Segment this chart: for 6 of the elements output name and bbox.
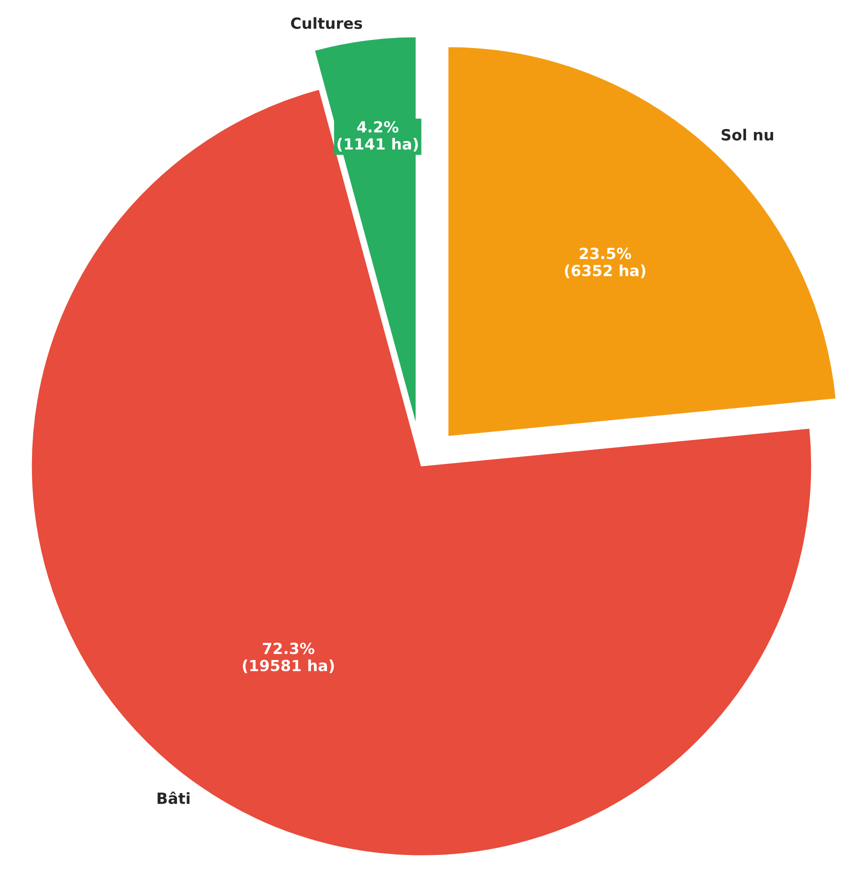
slice-label: Bâti	[158, 792, 190, 804]
data-label: 23.5% (6352 ha)	[564, 248, 646, 278]
data-label: 72.3% (19581 ha)	[242, 642, 334, 674]
slice-label: Cultures	[291, 17, 362, 29]
slice-label: Sol nu	[722, 128, 774, 141]
data-label: 4.2% (1141 ha)	[338, 121, 418, 152]
